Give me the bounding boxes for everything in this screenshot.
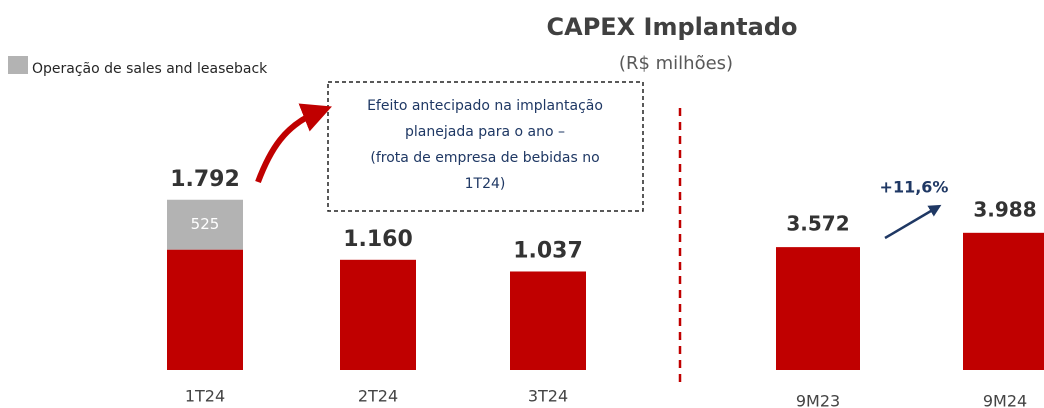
- total-label: 1.037: [513, 238, 583, 263]
- callout-text: 1T24): [465, 176, 506, 192]
- growth-label: +11,6%: [880, 178, 949, 197]
- legend-label: Operação de sales and leaseback: [32, 61, 268, 77]
- bar: [963, 232, 1044, 370]
- callout-text: planejada para o ano –: [405, 124, 565, 140]
- value-label: 3.572: [786, 212, 849, 236]
- bar-segment: [167, 249, 243, 370]
- callout-arrow: [255, 103, 332, 184]
- legend-swatch: [8, 56, 28, 74]
- x-tick-label: 3T24: [528, 387, 568, 406]
- chart-title: CAPEX Implantado: [547, 13, 798, 41]
- bar-segment: [167, 199, 243, 250]
- total-label: 1.792: [170, 167, 240, 192]
- x-tick-label: 9M23: [796, 392, 840, 408]
- callout-text: (frota de empresa de bebidas no: [370, 150, 599, 166]
- segment-label: 525: [191, 215, 220, 233]
- chart-subtitle: (R$ milhões): [619, 53, 733, 74]
- value-label: 3.988: [973, 197, 1036, 221]
- callout-text: Efeito antecipado na implantação: [367, 98, 603, 114]
- bar: [776, 247, 860, 370]
- bar-segment: [510, 271, 586, 370]
- x-tick-label: 1T24: [185, 387, 225, 406]
- x-tick-label: 2T24: [358, 387, 398, 406]
- total-label: 1.160: [343, 227, 413, 252]
- growth-arrow: [884, 204, 942, 240]
- callout-box: [327, 81, 644, 212]
- bar-segment: [340, 259, 416, 370]
- x-tick-label: 9M24: [983, 392, 1027, 408]
